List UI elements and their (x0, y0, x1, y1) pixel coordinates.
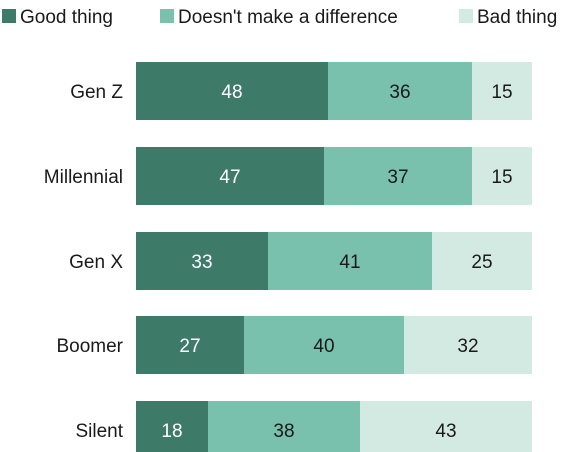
bar-gen-z-doesn-t-make-a-difference (328, 62, 472, 120)
value-label-silent-good-thing: 18 (161, 421, 182, 442)
bar-silent-bad-thing (360, 401, 532, 452)
bar-boomer-doesn-t-make-a-difference (244, 316, 404, 374)
value-label-millennial-good-thing: 47 (219, 167, 240, 188)
value-label-silent-doesn-t-make-a-difference: 38 (273, 421, 294, 442)
value-label-boomer-doesn-t-make-a-difference: 40 (313, 336, 334, 357)
bar-millennial-good-thing (136, 147, 324, 205)
category-label-boomer: Boomer (56, 336, 123, 357)
legend-label-doesn-t-make-a-difference: Doesn't make a difference (178, 7, 398, 28)
legend-label-bad-thing: Bad thing (477, 7, 557, 28)
bar-gen-x-good-thing (136, 232, 268, 290)
bar-gen-z-good-thing (136, 62, 328, 120)
category-label-silent: Silent (75, 421, 123, 442)
bar-millennial-doesn-t-make-a-difference (324, 147, 472, 205)
value-label-gen-z-doesn-t-make-a-difference: 36 (389, 82, 410, 103)
value-label-millennial-bad-thing: 15 (491, 167, 512, 188)
value-label-boomer-good-thing: 27 (179, 336, 200, 357)
legend-swatch-good-thing (2, 9, 16, 23)
category-label-millennial: Millennial (44, 167, 123, 188)
bar-boomer-bad-thing (404, 316, 532, 374)
bar-gen-x-bad-thing (432, 232, 532, 290)
bar-millennial-bad-thing (472, 147, 532, 205)
category-labels: Gen Z Millennial Gen X Boomer Silent (44, 82, 124, 442)
legend-label-good-thing: Good thing (20, 7, 113, 28)
value-label-gen-x-good-thing: 33 (191, 252, 212, 273)
legend-swatch-doesn-t-make-a-difference (160, 9, 174, 23)
bars: 48 36 15 47 37 15 33 41 25 27 40 32 18 38 43 (136, 62, 532, 452)
bar-boomer-good-thing (136, 316, 244, 374)
value-label-boomer-bad-thing: 32 (457, 336, 478, 357)
bar-silent-doesn-t-make-a-difference (208, 401, 360, 452)
legend: Good thing Doesn't make a difference Bad t… (2, 7, 557, 28)
category-label-gen-x: Gen X (69, 252, 123, 273)
bar-gen-z-bad-thing (472, 62, 532, 120)
category-label-gen-z: Gen Z (70, 82, 123, 103)
legend-swatch-bad-thing (459, 9, 473, 23)
value-label-gen-z-bad-thing: 15 (491, 82, 512, 103)
value-label-millennial-doesn-t-make-a-difference: 37 (387, 167, 408, 188)
bar-silent-good-thing (136, 401, 208, 452)
value-label-silent-bad-thing: 43 (435, 421, 456, 442)
value-label-gen-x-doesn-t-make-a-difference: 41 (339, 252, 360, 273)
bar-gen-x-doesn-t-make-a-difference (268, 232, 432, 290)
value-label-gen-z-good-thing: 48 (221, 82, 242, 103)
value-label-gen-x-bad-thing: 25 (471, 252, 492, 273)
